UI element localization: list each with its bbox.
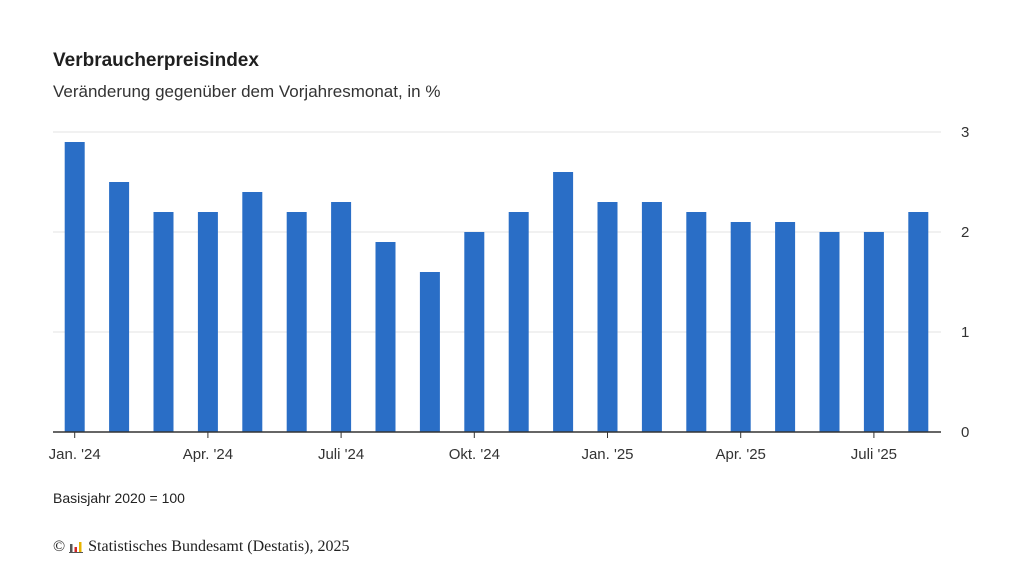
- x-tick-label: Jan. '25: [581, 446, 633, 463]
- bar: [819, 232, 840, 432]
- bar: [197, 212, 218, 432]
- bar: [64, 142, 85, 432]
- bar: [242, 192, 263, 432]
- bars: [64, 142, 929, 432]
- x-tick-label: Apr. '24: [183, 446, 233, 463]
- destatis-logo-icon: [69, 542, 84, 553]
- y-tick-label: 3: [961, 124, 969, 141]
- gridlines: [53, 131, 941, 333]
- bar: [109, 182, 130, 432]
- y-tick-label: 1: [961, 324, 969, 341]
- bar: [464, 232, 485, 432]
- bar: [419, 272, 440, 432]
- source-text: Statistisches Bundesamt (Destatis), 2025: [88, 538, 350, 555]
- x-tick-label: Jan. '24: [49, 446, 101, 463]
- copyright-symbol: ©: [53, 538, 66, 555]
- bar-chart: 0 1 2 3 Jan. '24 Apr. '24 Juli '24 Okt. '24 Jan.…: [49, 124, 970, 463]
- x-tick-label: Juli '24: [318, 446, 364, 463]
- y-tick-label: 2: [961, 224, 969, 241]
- bar: [775, 222, 796, 432]
- bar: [597, 202, 618, 432]
- bar: [641, 202, 662, 432]
- x-tick-label: Juli '25: [851, 446, 897, 463]
- bar: [908, 212, 929, 432]
- bar: [553, 172, 574, 432]
- x-tick-label: Okt. '24: [449, 446, 500, 463]
- chart-subtitle: Veränderung gegenüber dem Vorjahresmonat…: [53, 82, 441, 101]
- chart-title: Verbraucherpreisindex: [53, 50, 259, 71]
- bar: [686, 212, 707, 432]
- y-tick-label: 0: [961, 424, 969, 441]
- bar: [730, 222, 751, 432]
- bar: [153, 212, 174, 432]
- chart-footnote: Basisjahr 2020 = 100: [53, 490, 185, 506]
- bar: [331, 202, 352, 432]
- bar: [375, 242, 396, 432]
- x-tick-label: Apr. '25: [715, 446, 765, 463]
- bar: [863, 232, 884, 432]
- bar: [508, 212, 529, 432]
- source-credit: © Statistisches Bundesamt (Destatis), 20…: [53, 538, 349, 556]
- bar: [286, 212, 307, 432]
- axes: 0 1 2 3 Jan. '24 Apr. '24 Juli '24 Okt. '24 Jan.…: [49, 124, 970, 463]
